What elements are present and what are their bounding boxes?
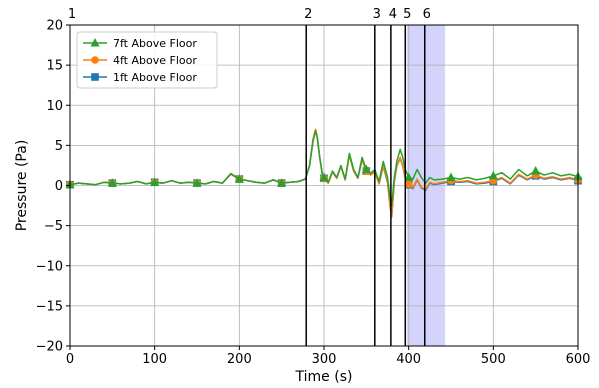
data-point (234, 174, 244, 183)
y-axis-label: Pressure (Pa) (14, 140, 30, 232)
data-point (91, 56, 99, 64)
legend-box (76, 31, 218, 89)
legend-label: 7ft Above Floor (113, 37, 197, 50)
y-tick-label: 10 (46, 99, 63, 114)
x-tick-label: 0 (66, 352, 74, 367)
data-point (150, 177, 160, 186)
event-label-6: 6 (423, 7, 431, 22)
legend-item: 1ft Above Floor (83, 71, 197, 84)
data-point (91, 73, 99, 81)
y-tick-label: 20 (46, 19, 63, 34)
y-tick-label: −20 (36, 340, 63, 355)
legend-item: 4ft Above Floor (83, 54, 197, 67)
y-tick-label: 0 (55, 179, 63, 194)
y-tick-label: −5 (44, 219, 63, 234)
y-tick-label: 15 (46, 59, 63, 74)
data-point (446, 172, 456, 181)
data-point (488, 170, 498, 180)
x-tick-label: 600 (566, 352, 591, 367)
x-tick-label: 100 (142, 352, 167, 367)
data-point (319, 172, 329, 181)
y-tick-label: −15 (36, 299, 63, 314)
event-label-1: 1 (68, 7, 76, 22)
data-point (90, 38, 100, 47)
data-point (107, 178, 117, 187)
x-tick-label: 500 (481, 352, 506, 367)
data-point (361, 164, 371, 173)
legend: 7ft Above Floor 4ft Above Floor 1ft Above … (76, 31, 218, 89)
event-label-4: 4 (389, 7, 397, 22)
event-label-2: 2 (304, 7, 312, 22)
data-point (277, 178, 287, 187)
y-tick-label: −10 (36, 259, 63, 274)
legend-label: 1ft Above Floor (113, 71, 197, 84)
data-point (404, 180, 413, 188)
legend-item: 7ft Above Floor (83, 37, 197, 50)
series-line (69, 130, 579, 207)
x-tick-label: 200 (227, 352, 252, 367)
legend-label: 4ft Above Floor (113, 54, 197, 67)
x-tick-label: 400 (396, 352, 421, 367)
y-tick-label: 5 (55, 139, 63, 154)
x-tick-label: 300 (312, 352, 337, 367)
x-axis-label: Time (s) (295, 369, 353, 385)
data-point (192, 178, 202, 187)
event-label-5: 5 (403, 7, 411, 22)
data-point (404, 172, 414, 181)
event-label-3: 3 (373, 7, 381, 22)
data-point (531, 166, 541, 175)
